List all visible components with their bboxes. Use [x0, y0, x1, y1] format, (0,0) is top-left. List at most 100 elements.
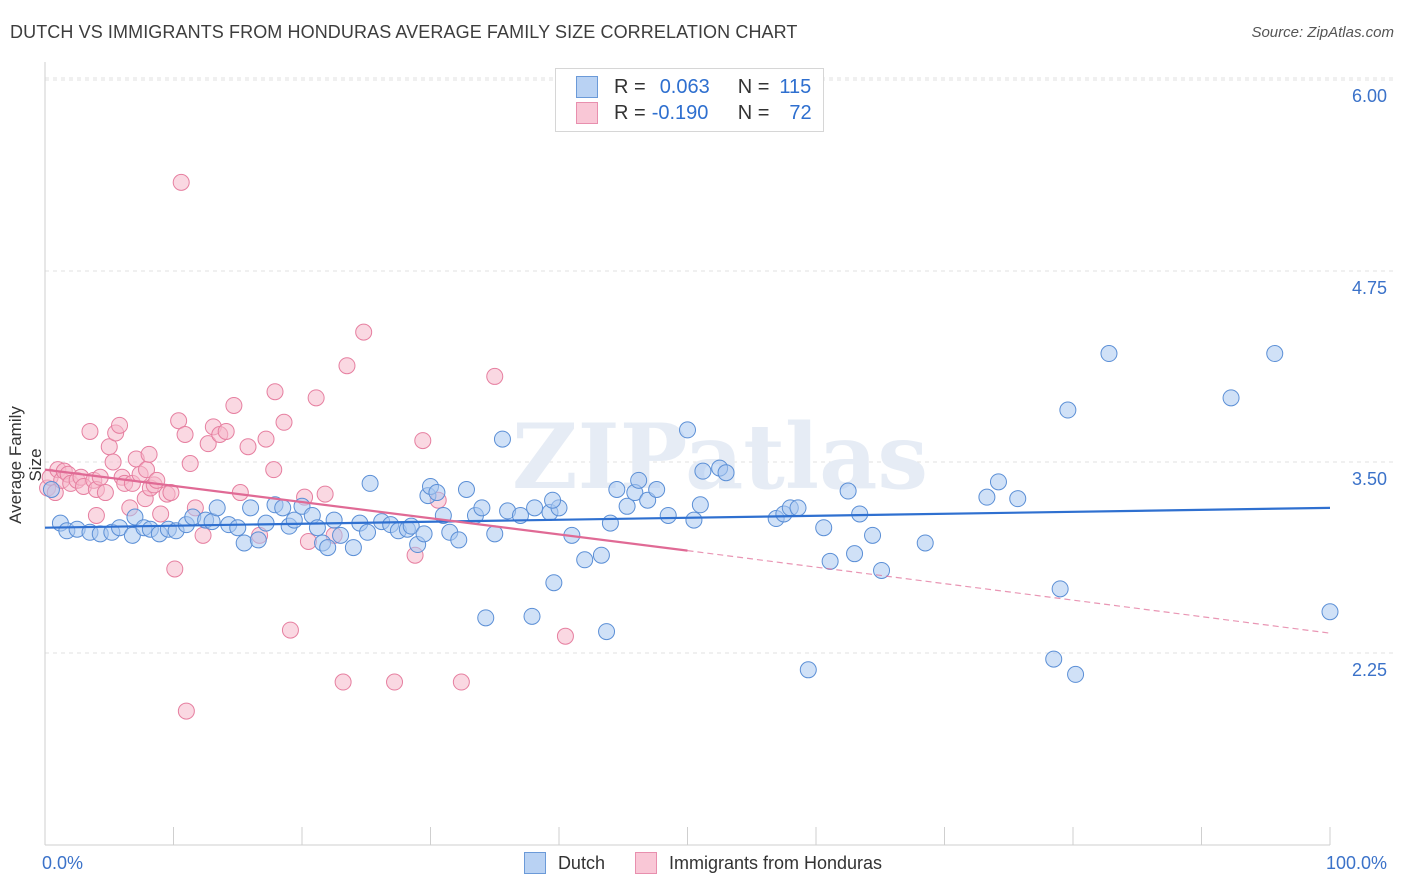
legend-r-label: R = [614, 101, 646, 124]
dutch-point [415, 525, 433, 543]
honduras-point [81, 422, 99, 440]
honduras-point [172, 173, 190, 191]
dutch-point [428, 484, 446, 502]
dutch-point [1009, 490, 1027, 508]
honduras-point [307, 389, 325, 407]
honduras-point [452, 673, 470, 691]
dutch-point [526, 499, 544, 517]
legend: R = 0.063 N = 115 R = -0.190 N = 72 [555, 68, 824, 132]
dutch-point [717, 464, 735, 482]
dutch-point [608, 481, 626, 499]
dutch-point [344, 539, 362, 557]
honduras-point [177, 702, 195, 720]
dutch-point [1059, 401, 1077, 419]
honduras-swatch-icon [634, 852, 657, 874]
honduras-point [386, 673, 404, 691]
honduras-point [194, 526, 212, 544]
honduras-point [111, 416, 129, 434]
bottom-legend-label: Dutch [557, 852, 605, 873]
dutch-swatch-icon [576, 76, 598, 98]
honduras-trendline-extrapolated [687, 550, 1331, 634]
dutch-point [679, 421, 696, 439]
honduras-point [299, 532, 317, 550]
honduras-point [87, 506, 105, 524]
honduras-point [257, 430, 275, 448]
honduras-point [239, 438, 257, 456]
bottom-legend-dutch: Dutch [523, 852, 605, 874]
honduras-point [414, 432, 432, 450]
dutch-point [42, 481, 60, 499]
bottom-legend: Dutch Immigrants from Honduras [0, 852, 1406, 874]
dutch-point [274, 499, 292, 517]
dutch-point [208, 499, 226, 517]
dutch-point [789, 499, 807, 517]
dutch-point [691, 496, 709, 514]
dutch-point [821, 552, 839, 570]
legend-r-value: -0.190 [651, 101, 709, 124]
y-tick-label: 3.50 [1352, 469, 1388, 489]
dutch-point [477, 609, 495, 627]
bottom-legend-label: Immigrants from Honduras [668, 852, 883, 873]
dutch-point [1266, 345, 1284, 363]
honduras-point [96, 484, 114, 502]
honduras-point [170, 412, 188, 430]
honduras-point [176, 425, 194, 443]
dutch-point [473, 499, 491, 517]
dutch-point [308, 519, 326, 537]
y-tick-label: 4.75 [1352, 278, 1388, 298]
dutch-point [978, 488, 996, 506]
legend-n-value: 72 [789, 101, 812, 124]
honduras-point [556, 627, 574, 645]
dutch-point [359, 523, 377, 541]
y-tick-label: 6.00 [1352, 86, 1388, 106]
dutch-point [630, 471, 648, 489]
dutch-point [544, 491, 562, 509]
legend-r-label: R = [614, 75, 646, 98]
honduras-point [275, 413, 293, 431]
honduras-point [316, 485, 334, 503]
dutch-point [319, 539, 337, 557]
chart-title: DUTCH VS IMMIGRANTS FROM HONDURAS AVERAG… [10, 22, 798, 42]
dutch-point [545, 574, 563, 592]
honduras-point [140, 445, 158, 463]
dutch-point [815, 519, 833, 537]
dutch-point [694, 462, 712, 480]
honduras-point [148, 471, 166, 489]
honduras-point [152, 505, 170, 523]
x-tick-label: 100.0% [1326, 853, 1388, 873]
dutch-point [229, 519, 247, 537]
legend-n-value: 115 [779, 75, 812, 98]
dutch-point [648, 481, 666, 499]
honduras-point [181, 455, 199, 473]
legend-n-label: N = [737, 75, 770, 98]
dutch-point [486, 525, 504, 543]
dutch-point [618, 497, 636, 515]
dutch-point [1100, 345, 1118, 363]
honduras-point [355, 323, 373, 341]
dutch-point [799, 661, 817, 679]
honduras-point [104, 453, 122, 471]
honduras-trendline [44, 468, 688, 552]
watermark: ZIPatlas [512, 404, 928, 510]
honduras-point [199, 435, 217, 453]
dutch-point [839, 482, 857, 500]
dutch-point [1222, 389, 1240, 407]
dutch-point [235, 534, 253, 552]
dutch-point [1045, 650, 1063, 668]
bottom-legend-honduras: Immigrants from Honduras [634, 852, 883, 874]
dutch-point [576, 551, 594, 569]
y-axis-label: Average Family Size [6, 406, 45, 524]
legend-row-dutch: R = 0.063 N = 115 [576, 74, 811, 100]
x-tick-label: 0.0% [42, 853, 84, 873]
dutch-swatch-icon [523, 852, 546, 874]
dutch-point [242, 499, 260, 517]
honduras-point [266, 383, 284, 401]
honduras-point [217, 422, 235, 440]
dutch-point [685, 511, 703, 529]
dutch-point [989, 473, 1007, 491]
dutch-point [659, 506, 677, 524]
dutch-point [601, 514, 619, 532]
dutch-point [332, 526, 350, 544]
honduras-point [265, 461, 283, 479]
